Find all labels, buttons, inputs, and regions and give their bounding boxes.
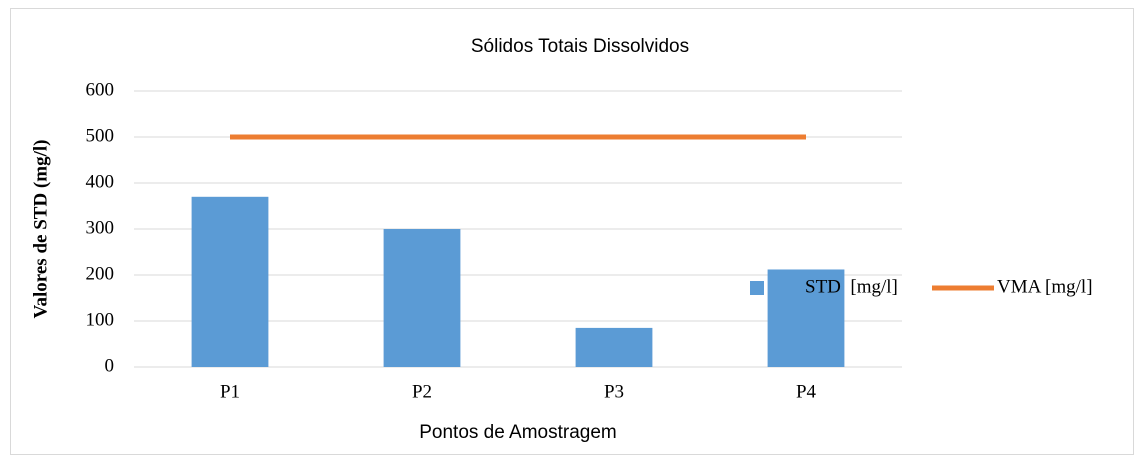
legend-marker (750, 281, 764, 295)
x-tick-label: P2 (412, 381, 432, 402)
x-tick-label: P4 (796, 381, 817, 402)
chart-title: Sólidos Totais Dissolvidos (471, 36, 689, 57)
y-tick-label: 0 (105, 355, 115, 376)
x-tick-label: P3 (604, 381, 624, 402)
legend-label: STD [mg/l] (805, 276, 898, 297)
y-axis-label: Valores de STD (mg/l) (30, 140, 51, 319)
y-tick-label: 400 (86, 171, 115, 192)
y-tick-label: 200 (86, 263, 115, 284)
legend-label: VMA [mg/l] (997, 276, 1093, 297)
y-tick-label: 500 (86, 125, 115, 146)
x-axis-label: Pontos de Amostragem (419, 422, 617, 443)
chart-frame (10, 8, 1134, 455)
bar (575, 327, 653, 367)
bar (767, 269, 845, 367)
bar (383, 229, 461, 367)
x-tick-label: P1 (220, 381, 240, 402)
y-tick-label: 300 (86, 217, 115, 238)
bar (191, 196, 269, 367)
y-tick-label: 100 (86, 309, 115, 330)
y-tick-label: 600 (86, 79, 115, 100)
